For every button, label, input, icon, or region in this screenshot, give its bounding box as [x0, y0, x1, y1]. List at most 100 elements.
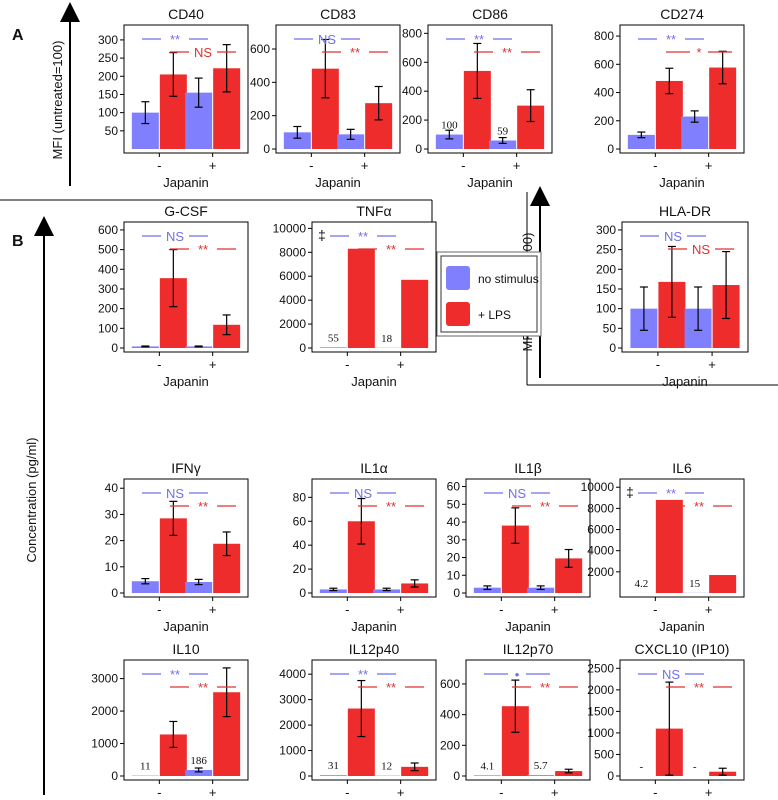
- x-tick-label: -: [653, 785, 657, 800]
- bar-lps: [213, 324, 241, 348]
- significance-label: **: [198, 680, 208, 695]
- y-tick-label: 800: [402, 26, 422, 40]
- y-tick-label: 4000: [279, 293, 306, 307]
- chart-gcsf: G-CSF 0 100 200 300 400 500 600 - +Japanin NS **: [98, 203, 249, 389]
- y-tick-label: 20: [447, 551, 461, 565]
- chart-cd83: CD83 0 200 400 600 - +Japanin NS **: [250, 6, 401, 190]
- bar-lps: [555, 771, 583, 776]
- y-tick-label: 0: [609, 341, 616, 355]
- significance-label: **: [350, 45, 360, 60]
- value-label: 186: [190, 755, 207, 767]
- x-tick-label: +: [551, 785, 559, 800]
- y-tick-label: 150: [98, 87, 118, 101]
- y-tick-label: 0: [299, 769, 306, 783]
- chart-title: TNFα: [356, 203, 391, 219]
- bar-no-stimulus: [319, 775, 347, 776]
- significance-label: **: [666, 486, 676, 501]
- x-axis-label: Japanin: [659, 175, 705, 190]
- x-tick-label: -: [656, 357, 660, 372]
- y-tick-label: 200: [250, 109, 270, 123]
- y-tick-label: 600: [594, 57, 614, 71]
- x-axis-label: Japanin: [659, 619, 705, 634]
- y-tick-label: 600: [98, 223, 118, 237]
- chart-title: IL12p70: [503, 641, 554, 657]
- x-tick-label: -: [653, 158, 657, 173]
- y-tick-label: 500: [98, 243, 118, 257]
- y-tick-label: 0: [453, 586, 460, 600]
- significance-label: •: [515, 667, 520, 682]
- chart-title: CD83: [320, 6, 356, 22]
- y-tick-label: 0: [111, 586, 118, 600]
- x-tick-label: -: [345, 785, 349, 800]
- x-axis-label: Japanin: [351, 374, 397, 389]
- y-tick-label: 400: [250, 75, 270, 89]
- x-tick-label: -: [345, 602, 349, 617]
- y-tick-label: 0: [299, 586, 306, 600]
- y-tick-label: 4000: [587, 544, 614, 558]
- x-tick-label: +: [705, 785, 713, 800]
- y-tick-label: 200: [402, 113, 422, 127]
- bar-no-stimulus: [527, 587, 555, 593]
- bar-no-stimulus: [283, 132, 311, 149]
- chart-title: HLA-DR: [659, 203, 711, 219]
- x-tick-label: +: [397, 357, 405, 372]
- y-tick-label: 200: [98, 69, 118, 83]
- bar-no-stimulus: [473, 587, 501, 593]
- y-tick-label: 40: [293, 538, 307, 552]
- value-label: -: [693, 761, 697, 773]
- bar-lps: [401, 279, 429, 348]
- y-tick-label: 2000: [587, 565, 614, 579]
- y-tick-label: 250: [98, 51, 118, 65]
- concentration-axis-title: Concentration (pg/ml): [24, 438, 39, 563]
- significance-label: NS: [662, 667, 680, 682]
- value-label: 4.1: [480, 760, 494, 772]
- value-label: 31: [328, 760, 339, 772]
- significance-label: NS: [166, 229, 184, 244]
- x-axis-label: Japanin: [467, 175, 513, 190]
- value-label: 12: [381, 761, 392, 773]
- bar-no-stimulus: [337, 134, 365, 149]
- y-tick-label: 300: [596, 223, 616, 237]
- chart-il1b: IL1β 0 10 20 30 40 50 60 - +Japanin NS **: [447, 460, 591, 634]
- chart-il1a: IL1α 0 20 40 60 80 - +Japanin NS **: [293, 460, 437, 634]
- x-tick-label: +: [209, 158, 217, 173]
- bar-no-stimulus: [185, 769, 213, 776]
- section-label-a: A: [12, 27, 24, 44]
- significance-label: **: [358, 667, 368, 682]
- y-tick-label: 0: [607, 769, 614, 783]
- x-tick-label: -: [653, 602, 657, 617]
- significance-label: **: [198, 242, 208, 257]
- bar-no-stimulus: [435, 134, 463, 149]
- legend: no stimulus + LPS: [436, 251, 542, 337]
- x-tick-label: +: [397, 785, 405, 800]
- y-tick-label: 3000: [279, 693, 306, 707]
- y-tick-label: 2000: [279, 317, 306, 331]
- significance-marker: ‡: [318, 227, 326, 243]
- y-tick-label: 200: [594, 114, 614, 128]
- significance-label: **: [170, 667, 180, 682]
- y-tick-label: 300: [98, 282, 118, 296]
- y-tick-label: 100: [596, 302, 616, 316]
- significance-label: NS: [692, 242, 710, 257]
- y-tick-label: 6000: [587, 523, 614, 537]
- legend-label-lps: + LPS: [478, 308, 511, 322]
- y-tick-label: 60: [447, 480, 461, 494]
- significance-label: **: [540, 499, 550, 514]
- y-tick-label: 0: [263, 142, 270, 156]
- y-tick-label: 600: [250, 42, 270, 56]
- value-label: 100: [441, 120, 458, 132]
- significance-label: NS: [354, 486, 372, 501]
- y-tick-label: 400: [594, 86, 614, 100]
- y-tick-label: 1000: [91, 737, 118, 751]
- y-tick-label: 100: [98, 321, 118, 335]
- chart-il6: IL6 2000 4000 6000 8000 10000 -4.2 +15 Japanin ‡ *…: [581, 460, 745, 634]
- significance-label: NS: [318, 32, 336, 47]
- chart-title: IL1β: [514, 460, 542, 476]
- mfi-a-axis-title: MFI (untreated=100): [50, 41, 65, 160]
- bar-no-stimulus: [489, 140, 517, 149]
- chart-il12p40: IL12p4001000200030004000-31+12Japanin***…: [279, 641, 437, 800]
- y-tick-label: 300: [98, 33, 118, 47]
- significance-label: **: [694, 680, 704, 695]
- y-tick-label: 2000: [587, 683, 614, 697]
